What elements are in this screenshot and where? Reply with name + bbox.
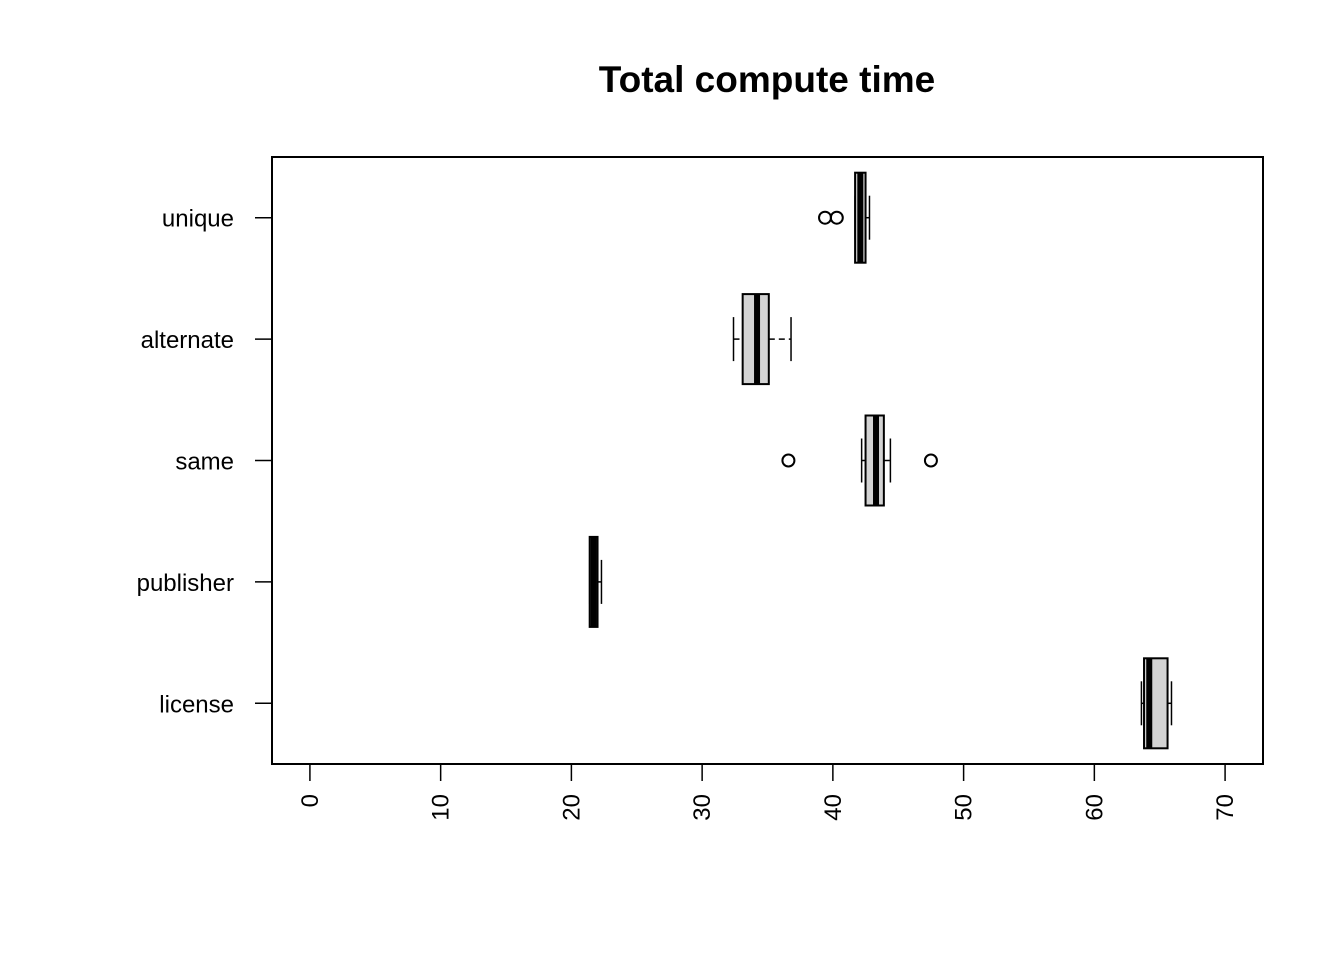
plot-frame <box>271 156 1264 765</box>
x-tick-label-70: 70 <box>1212 794 1239 821</box>
box-group-alternate <box>732 293 792 386</box>
outlier-same-0 <box>781 453 796 468</box>
chart-title: Total compute time <box>599 59 935 100</box>
x-tick-label-20: 20 <box>558 794 585 821</box>
box-group-license <box>1140 657 1173 750</box>
category-label-unique: unique <box>162 206 234 233</box>
outlier-same-1 <box>923 453 938 468</box>
category-label-publisher: publisher <box>137 570 234 597</box>
x-tick-label-0: 0 <box>297 794 324 807</box>
x-tick-label-50: 50 <box>951 794 978 821</box>
box-group-publisher <box>588 535 603 628</box>
category-label-alternate: alternate <box>141 327 234 354</box>
x-tick-label-10: 10 <box>428 794 455 821</box>
x-tick-label-40: 40 <box>820 794 847 821</box>
outlier-unique-0 <box>818 210 833 225</box>
x-tick-label-30: 30 <box>689 794 716 821</box>
boxes-layer <box>588 171 1173 750</box>
box-group-same <box>781 414 938 507</box>
box-group-unique <box>818 171 871 264</box>
x-axis: 0 10 20 30 40 50 60 70 <box>297 763 1239 821</box>
x-tick-label-60: 60 <box>1081 794 1108 821</box>
category-label-same: same <box>175 449 234 476</box>
category-label-license: license <box>159 691 234 718</box>
y-axis: unique alternate same publisher license <box>137 206 272 718</box>
outlier-unique-1 <box>829 210 844 225</box>
